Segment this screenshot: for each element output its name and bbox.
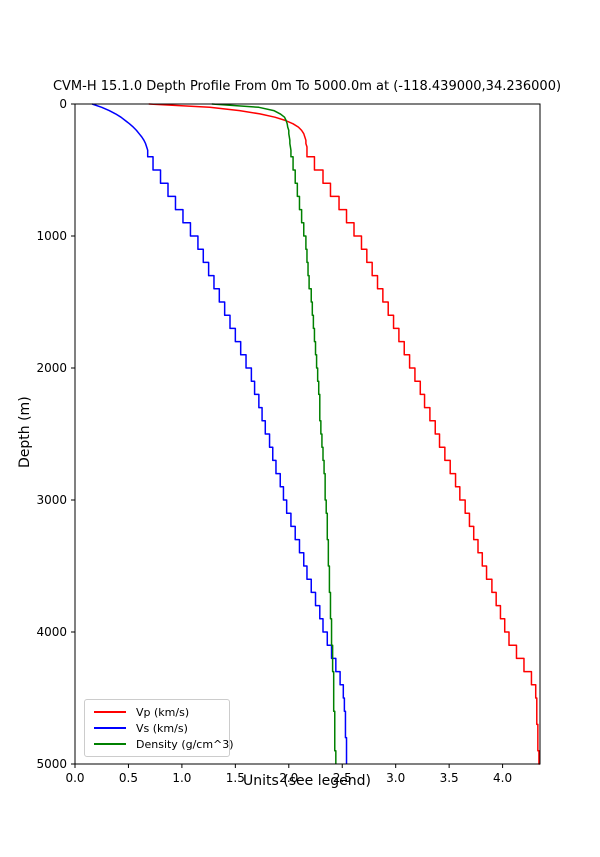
y-tick-label-2000: 2000 xyxy=(36,361,67,375)
vs-curve xyxy=(91,103,348,764)
x-tick-label-4.0: 4.0 xyxy=(493,771,512,785)
legend-label-vp: Vp (km/s) xyxy=(136,705,190,719)
y-tick-label-3000: 3000 xyxy=(36,493,67,507)
x-tick-label-0.0: 0.0 xyxy=(65,771,84,785)
vp-curve xyxy=(148,103,540,765)
x-axis-label: Units (see legend) xyxy=(243,773,371,789)
x-tick-label-0.5: 0.5 xyxy=(119,771,138,785)
x-tick-label-1.0: 1.0 xyxy=(172,771,191,785)
y-tick-label-1000: 1000 xyxy=(36,229,67,243)
vs-line-swatch xyxy=(94,727,126,729)
y-tick-label-0: 0 xyxy=(59,97,67,111)
legend: Vp (km/s) Vs (km/s) Density (g/cm^3) xyxy=(84,699,234,757)
legend-item-vp: Vp (km/s) xyxy=(94,704,220,720)
y-tick-label-5000: 5000 xyxy=(36,757,67,771)
legend-label-density: Density (g/cm^3) xyxy=(136,737,234,751)
x-tick-label-3.5: 3.5 xyxy=(440,771,459,785)
x-tick-label-2.5: 2.5 xyxy=(333,771,352,785)
plot-border xyxy=(74,103,541,765)
density-curve xyxy=(211,103,337,764)
legend-label-vs: Vs (km/s) xyxy=(136,721,188,735)
vp-line-swatch xyxy=(94,711,126,713)
x-tick-label-1.5: 1.5 xyxy=(226,771,245,785)
density-line-swatch xyxy=(94,743,126,745)
x-tick-label-2.0: 2.0 xyxy=(279,771,298,785)
y-axis-label: Depth (m) xyxy=(17,396,33,468)
chart-title: CVM-H 15.1.0 Depth Profile From 0m To 50… xyxy=(52,79,562,94)
x-tick-label-3.0: 3.0 xyxy=(386,771,405,785)
y-tick-label-4000: 4000 xyxy=(36,625,67,639)
legend-item-density: Density (g/cm^3) xyxy=(94,736,234,752)
legend-item-vs: Vs (km/s) xyxy=(94,720,220,736)
